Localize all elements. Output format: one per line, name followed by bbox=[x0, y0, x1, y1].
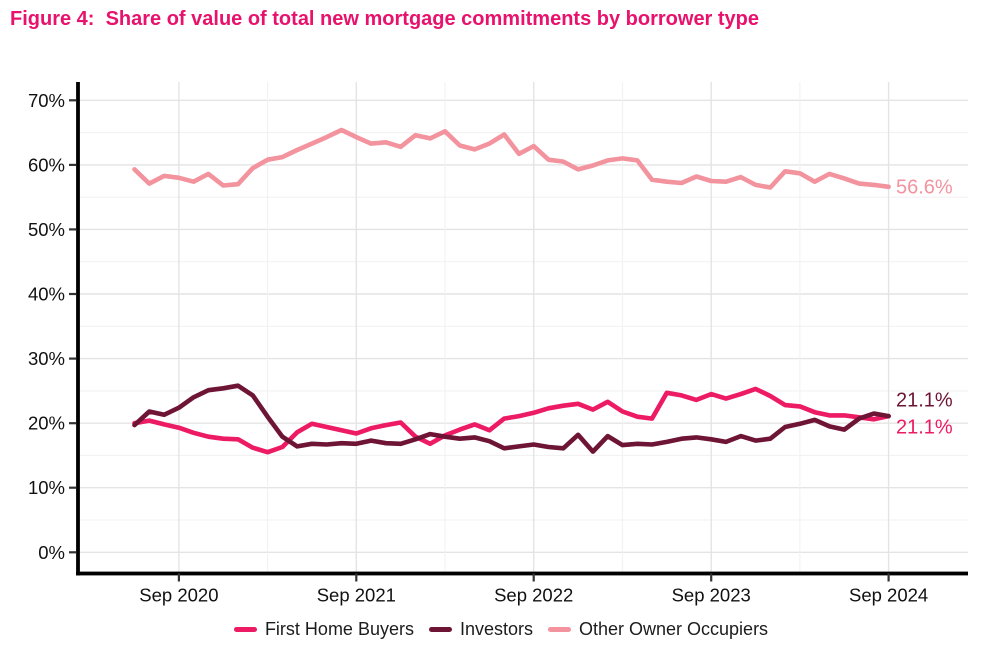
series-line-first-home-buyers bbox=[132, 386, 891, 455]
y-tick-label: 10% bbox=[28, 477, 65, 498]
y-tick-label: 0% bbox=[38, 542, 65, 563]
end-label-other-owner-occupiers: 56.6% bbox=[896, 176, 953, 198]
legend-swatch-investors-icon bbox=[428, 626, 452, 633]
y-tick-label: 70% bbox=[28, 90, 65, 111]
end-label-investors: 21.1% bbox=[896, 390, 953, 412]
series-line-investors bbox=[132, 383, 891, 454]
y-tick-label: 20% bbox=[28, 413, 65, 434]
x-tick-label: Sep 2022 bbox=[494, 585, 573, 606]
series-line-other-owner-occupiers bbox=[132, 127, 891, 190]
chart-legend: First Home Buyers Investors Other Owner … bbox=[0, 619, 1002, 640]
end-label-first-home-buyers: 21.1% bbox=[896, 417, 953, 439]
x-tick-label: Sep 2020 bbox=[139, 585, 218, 606]
x-tick-label: Sep 2024 bbox=[849, 585, 928, 606]
legend-item-other-owner-occupiers: Other Owner Occupiers bbox=[548, 619, 768, 640]
legend-swatch-other-owner-occupiers-icon bbox=[548, 626, 571, 633]
legend-item-first-home-buyers: First Home Buyers bbox=[233, 619, 414, 640]
x-tick-label: Sep 2023 bbox=[672, 585, 751, 606]
y-axis-spine bbox=[76, 82, 80, 576]
legend-item-investors: Investors bbox=[428, 619, 533, 640]
y-tick-label: 50% bbox=[28, 219, 65, 240]
y-tick-label: 60% bbox=[28, 154, 65, 175]
y-tick-label: 30% bbox=[28, 348, 65, 369]
figure-title: Figure 4: Share of value of total new mo… bbox=[10, 8, 760, 30]
x-tick-label: Sep 2021 bbox=[317, 585, 396, 606]
x-axis-spine bbox=[76, 571, 969, 576]
y-tick-label: 40% bbox=[28, 284, 65, 305]
legend-label-other-owner-occupiers: Other Owner Occupiers bbox=[579, 619, 769, 639]
legend-swatch-first-home-buyers-icon bbox=[233, 626, 257, 633]
legend-label-investors: Investors bbox=[459, 619, 533, 639]
legend-label-first-home-buyers: First Home Buyers bbox=[264, 619, 414, 639]
